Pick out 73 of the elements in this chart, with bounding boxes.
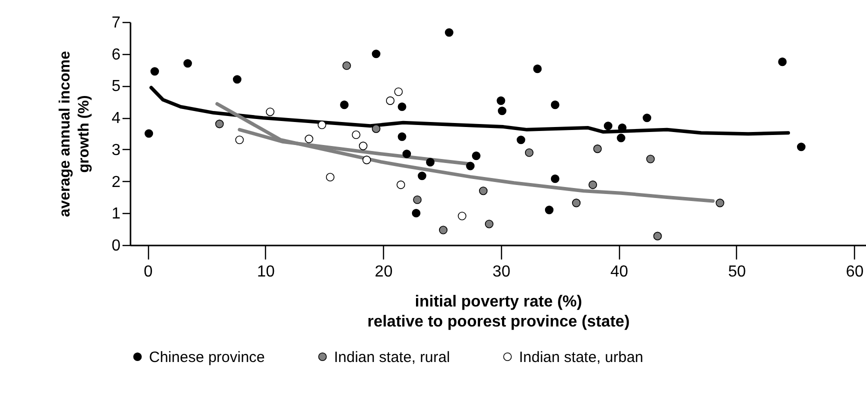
point: [472, 152, 480, 160]
point: [362, 156, 371, 164]
point: [372, 50, 380, 58]
point: [642, 114, 652, 122]
legend-label: Indian state, rural: [334, 348, 450, 366]
point: [418, 172, 426, 180]
point: [716, 198, 724, 208]
point: [604, 122, 612, 130]
point: [653, 232, 662, 240]
y-tick-label: 0: [112, 238, 121, 254]
point: [402, 150, 412, 158]
y-tick-label: 2: [112, 174, 121, 191]
point: [398, 132, 406, 141]
point: [438, 226, 448, 234]
y-tick-label: 4: [112, 110, 121, 128]
y-tick-label: 6: [112, 46, 121, 64]
x-tick-label: 20: [374, 264, 393, 280]
point: [396, 180, 406, 190]
point: [318, 120, 326, 130]
point: [544, 206, 554, 214]
x-tick-label: 40: [610, 264, 628, 280]
y-tick-label: 7: [112, 14, 121, 32]
point: [496, 96, 506, 105]
point: [326, 172, 334, 182]
x-tick-label: 60: [846, 264, 864, 280]
y-tick-label: 5: [112, 78, 121, 96]
point: [144, 129, 154, 138]
point: [398, 102, 406, 112]
point: [215, 120, 224, 128]
point: [458, 212, 466, 220]
point: [352, 130, 360, 140]
point: [183, 59, 192, 68]
point: [516, 136, 526, 144]
point: [572, 198, 581, 208]
point: [426, 158, 435, 166]
point: [484, 220, 494, 228]
point: [266, 108, 274, 116]
point: [796, 142, 806, 152]
point: [466, 162, 475, 170]
point: [550, 100, 560, 110]
point: [498, 106, 506, 116]
point: [386, 96, 395, 105]
x-tick-label: 10: [257, 264, 275, 280]
point: [588, 180, 598, 190]
point: [444, 28, 454, 37]
point: [340, 100, 349, 110]
legend-label: Indian state, urban: [519, 348, 644, 366]
y-tick-label: 3: [112, 142, 121, 159]
point: [413, 196, 422, 204]
x-axis-title: initial poverty rate (%) relative to poorest province (state): [367, 294, 630, 330]
y-tick-label: 1: [112, 206, 121, 223]
point: [235, 136, 244, 144]
x-tick-label: 0: [144, 264, 153, 280]
point: [304, 134, 314, 144]
point: [394, 88, 403, 96]
point: [533, 64, 542, 74]
point: [372, 124, 380, 133]
point: [358, 142, 368, 150]
point: [524, 148, 534, 157]
legend-label: Chinese province: [149, 348, 265, 366]
point: [342, 61, 351, 70]
point: [616, 134, 626, 142]
y-axis-title: average annual income growth (%): [56, 51, 93, 217]
point: [778, 58, 787, 66]
point: [412, 208, 420, 218]
point: [646, 154, 655, 164]
point: [232, 75, 242, 84]
point: [479, 186, 488, 196]
x-tick-label: 50: [728, 264, 746, 280]
point: [150, 67, 160, 76]
x-tick-label: 30: [492, 264, 510, 280]
point: [550, 174, 560, 183]
point: [593, 144, 602, 154]
